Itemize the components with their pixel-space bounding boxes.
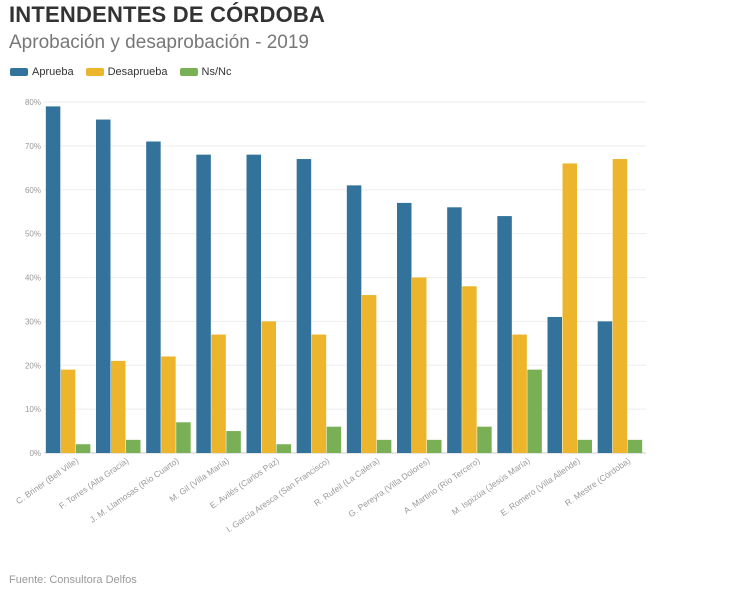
bar-desaprueba bbox=[111, 360, 126, 453]
bar-desaprueba bbox=[311, 334, 327, 453]
bar-desaprueba bbox=[261, 321, 276, 453]
bar-aprueba bbox=[146, 141, 161, 454]
y-tick-label: 20% bbox=[25, 361, 41, 370]
chart-subtitle: Aprobación y desaprobación - 2019 bbox=[9, 32, 309, 53]
legend-item-desaprueba: Desaprueba bbox=[85, 66, 168, 78]
y-tick-label: 40% bbox=[25, 274, 41, 283]
bar-aprueba bbox=[346, 185, 362, 454]
bar-aprueba bbox=[497, 216, 512, 453]
legend-item-aprueba: Aprueba bbox=[10, 66, 74, 78]
bar-desaprueba bbox=[462, 286, 477, 453]
bar-nsnc bbox=[376, 439, 392, 453]
legend: Aprueba Desaprueba Ns/Nc bbox=[10, 66, 243, 78]
legend-label-desaprueba: Desaprueba bbox=[107, 66, 168, 78]
bar-nsnc bbox=[527, 369, 542, 453]
legend-label-aprueba: Aprueba bbox=[32, 66, 74, 78]
x-tick-label: I. García Aresca (San Francisco) bbox=[224, 455, 331, 534]
legend-label-nsnc: Ns/Nc bbox=[201, 66, 232, 78]
bar-aprueba bbox=[246, 154, 261, 453]
bar-desaprueba bbox=[562, 163, 577, 454]
source-note: Fuente: Consultora Delfos bbox=[9, 574, 137, 586]
x-tick-label: J. M. Llamosas (Río Cuarto) bbox=[88, 455, 181, 524]
bar-nsnc bbox=[276, 444, 291, 453]
bar-nsnc bbox=[226, 431, 241, 453]
x-tick-label: G. Pereyra (Villa Dolores) bbox=[346, 455, 431, 519]
bar-aprueba bbox=[96, 119, 111, 454]
bar-nsnc bbox=[427, 439, 442, 453]
y-tick-label: 70% bbox=[25, 142, 41, 151]
bar-aprueba bbox=[597, 321, 613, 453]
bar-aprueba bbox=[45, 106, 61, 453]
y-tick-label: 60% bbox=[25, 186, 41, 195]
bar-desaprueba bbox=[211, 334, 226, 453]
bar-nsnc bbox=[326, 426, 342, 453]
legend-swatch-aprueba bbox=[10, 68, 28, 76]
y-tick-label: 30% bbox=[25, 317, 41, 326]
chart-title: INTENDENTES DE CÓRDOBA bbox=[9, 2, 326, 27]
bar-nsnc bbox=[627, 439, 643, 453]
y-tick-label: 10% bbox=[25, 405, 41, 414]
legend-swatch-desaprueba bbox=[85, 68, 104, 76]
y-tick-label: 80% bbox=[25, 98, 41, 107]
bar-nsnc bbox=[477, 426, 492, 453]
y-tick-label: 0% bbox=[29, 449, 41, 458]
y-tick-label: 50% bbox=[25, 230, 41, 239]
bar-nsnc bbox=[75, 444, 91, 453]
bar-aprueba bbox=[447, 207, 462, 453]
bar-aprueba bbox=[547, 316, 562, 453]
bar-nsnc bbox=[126, 439, 141, 453]
bar-nsnc bbox=[577, 439, 592, 453]
bar-aprueba bbox=[196, 154, 211, 453]
bar-desaprueba bbox=[512, 334, 527, 453]
bar-desaprueba bbox=[161, 356, 176, 453]
bar-aprueba bbox=[296, 159, 312, 453]
bar-desaprueba bbox=[412, 277, 427, 453]
bar-desaprueba bbox=[60, 369, 76, 453]
bar-aprueba bbox=[397, 202, 412, 453]
legend-item-nsnc: Ns/Nc bbox=[179, 66, 232, 78]
bar-desaprueba bbox=[612, 159, 628, 453]
legend-swatch-nsnc bbox=[179, 68, 198, 76]
bar-nsnc bbox=[176, 422, 191, 453]
bar-desaprueba bbox=[361, 295, 377, 453]
